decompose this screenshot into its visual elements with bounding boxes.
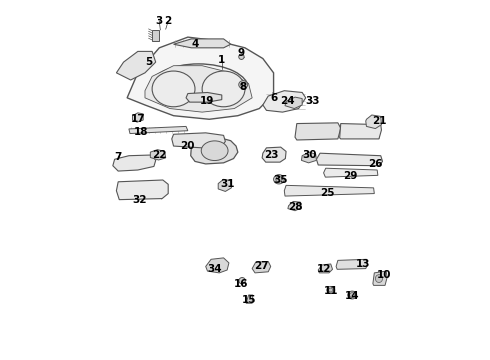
Ellipse shape	[276, 176, 282, 182]
Ellipse shape	[239, 81, 247, 89]
Ellipse shape	[201, 141, 228, 161]
Polygon shape	[127, 37, 273, 119]
Text: 33: 33	[306, 96, 320, 107]
Text: 32: 32	[132, 195, 147, 204]
Text: 3: 3	[156, 16, 163, 26]
Text: 11: 11	[323, 286, 338, 296]
Polygon shape	[191, 138, 238, 164]
Text: 25: 25	[320, 188, 334, 198]
Polygon shape	[129, 126, 188, 134]
Ellipse shape	[152, 71, 195, 107]
Text: 22: 22	[152, 150, 167, 160]
Text: 2: 2	[165, 16, 172, 26]
Text: 30: 30	[302, 150, 317, 160]
Polygon shape	[132, 113, 143, 122]
Polygon shape	[317, 153, 383, 166]
Polygon shape	[117, 180, 168, 200]
Polygon shape	[113, 155, 156, 171]
Ellipse shape	[327, 287, 335, 294]
Polygon shape	[173, 39, 231, 48]
Polygon shape	[318, 264, 333, 273]
Ellipse shape	[348, 291, 357, 299]
Polygon shape	[206, 258, 229, 273]
Polygon shape	[172, 133, 225, 148]
Text: 17: 17	[130, 114, 145, 124]
Polygon shape	[218, 179, 231, 192]
Text: 12: 12	[317, 264, 331, 274]
Text: 23: 23	[265, 150, 279, 160]
Polygon shape	[186, 93, 222, 102]
Polygon shape	[288, 202, 301, 211]
Polygon shape	[262, 147, 286, 162]
Polygon shape	[301, 152, 317, 163]
Polygon shape	[366, 115, 381, 129]
Text: 24: 24	[281, 96, 295, 107]
Polygon shape	[340, 123, 381, 139]
Ellipse shape	[273, 175, 284, 184]
Ellipse shape	[239, 54, 244, 59]
Polygon shape	[152, 30, 159, 41]
Ellipse shape	[239, 278, 245, 284]
Polygon shape	[252, 261, 270, 273]
Text: 20: 20	[181, 141, 195, 151]
Polygon shape	[373, 271, 387, 285]
Polygon shape	[323, 168, 378, 177]
Ellipse shape	[349, 293, 355, 297]
Text: 4: 4	[191, 39, 198, 49]
Polygon shape	[246, 295, 253, 303]
Text: 31: 31	[220, 179, 234, 189]
Ellipse shape	[375, 275, 383, 283]
Text: 16: 16	[234, 279, 249, 289]
Polygon shape	[295, 123, 341, 140]
Polygon shape	[263, 91, 306, 112]
Text: 1: 1	[218, 55, 225, 65]
Text: 21: 21	[372, 116, 386, 126]
Text: 19: 19	[200, 96, 215, 107]
Ellipse shape	[202, 71, 245, 107]
Ellipse shape	[241, 82, 246, 87]
Text: 35: 35	[273, 175, 288, 185]
Text: 10: 10	[377, 270, 392, 280]
Text: 28: 28	[288, 202, 302, 212]
Polygon shape	[145, 66, 252, 112]
Text: 26: 26	[368, 159, 383, 169]
Text: 18: 18	[134, 127, 148, 137]
Text: 13: 13	[356, 259, 370, 269]
Text: 6: 6	[270, 93, 277, 103]
Polygon shape	[336, 259, 368, 269]
Text: 14: 14	[345, 291, 360, 301]
Text: 27: 27	[254, 261, 269, 271]
Polygon shape	[117, 51, 156, 80]
Text: 29: 29	[343, 171, 358, 181]
Polygon shape	[284, 185, 374, 196]
Text: 5: 5	[145, 57, 152, 67]
Text: 8: 8	[240, 82, 247, 92]
Polygon shape	[285, 97, 302, 109]
Ellipse shape	[329, 288, 333, 292]
Text: 9: 9	[238, 48, 245, 58]
Polygon shape	[150, 150, 166, 160]
Text: 15: 15	[241, 295, 256, 305]
Text: 7: 7	[115, 152, 122, 162]
Text: 34: 34	[207, 264, 222, 274]
